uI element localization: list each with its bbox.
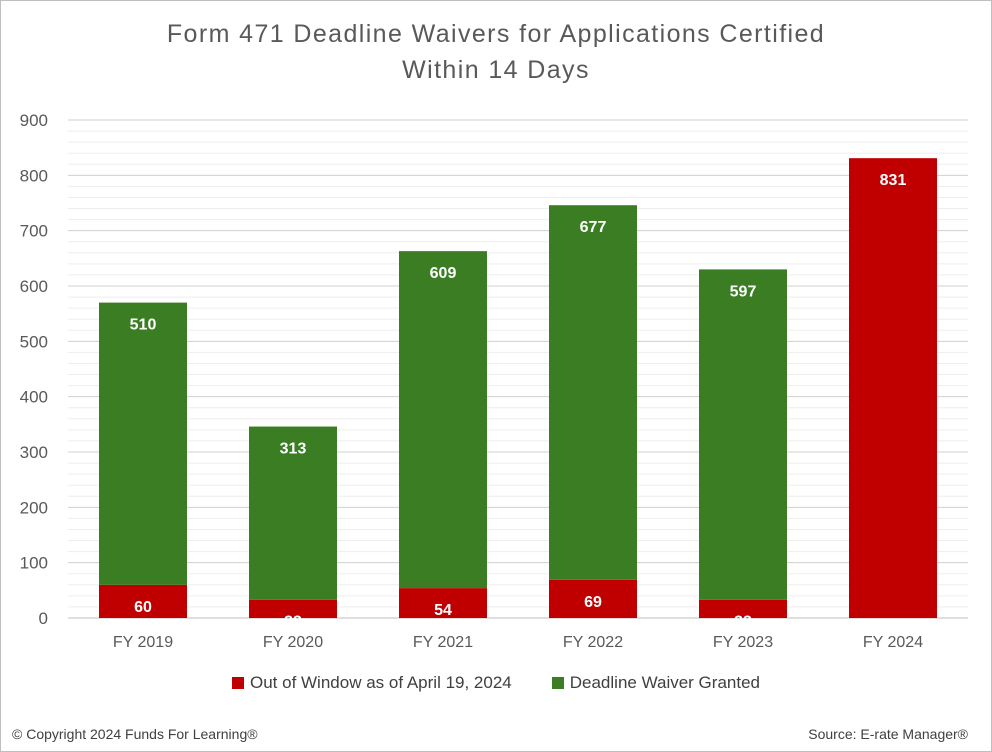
data-label-waiver-granted: 677 <box>580 219 607 236</box>
bar-out-of-window <box>549 579 637 618</box>
x-axis-ticks: FY 2019 FY 2020 FY 2021 FY 2022 FY 2023 FY 20… <box>113 634 923 651</box>
bar-out-of-window <box>399 588 487 618</box>
source-text: Source: E-rate Manager® <box>808 726 968 742</box>
data-label-waiver-granted: 313 <box>280 441 307 458</box>
data-label-waiver-granted: 609 <box>430 265 457 282</box>
x-tick-label: FY 2021 <box>413 634 473 651</box>
bar-out-of-window <box>99 584 187 618</box>
legend-label-out-of-window: Out of Window as of April 19, 2024 <box>249 673 512 692</box>
bar-waiver-granted <box>399 251 487 589</box>
bar-waiver-granted <box>249 426 337 600</box>
gridlines <box>68 119 968 619</box>
data-label-out-of-window: 60 <box>134 599 152 616</box>
x-tick-label: FY 2024 <box>863 634 923 651</box>
x-tick-label: FY 2022 <box>563 634 623 651</box>
y-tick-label: 700 <box>20 222 48 241</box>
x-tick-label: FY 2020 <box>263 634 323 651</box>
legend: Out of Window as of April 19, 2024 Deadl… <box>0 673 992 693</box>
bar-waiver-granted <box>99 302 187 585</box>
data-label-waiver-granted: 597 <box>730 283 757 300</box>
copyright-text: © Copyright 2024 Funds For Learning® <box>12 726 258 742</box>
data-label-out-of-window: 33 <box>734 614 752 631</box>
bar-out-of-window <box>249 599 337 618</box>
bar-waiver-granted <box>549 205 637 580</box>
chart-title-line-2: Within 14 Days <box>402 56 590 84</box>
data-label-out-of-window: 69 <box>584 594 602 611</box>
y-tick-label: 300 <box>20 443 48 462</box>
y-tick-label: 500 <box>20 332 48 351</box>
y-tick-label: 800 <box>20 166 48 185</box>
y-tick-label: 600 <box>20 277 48 296</box>
y-tick-label: 200 <box>20 498 48 517</box>
data-label-waiver-granted: 510 <box>130 317 157 334</box>
y-tick-label: 900 <box>20 111 48 130</box>
data-label-out-of-window: 831 <box>880 172 907 189</box>
legend-item-waiver-granted: Deadline Waiver Granted <box>551 673 760 693</box>
bars <box>99 158 937 618</box>
data-label-out-of-window: 33 <box>284 614 302 631</box>
legend-item-out-of-window: Out of Window as of April 19, 2024 <box>231 673 512 693</box>
bar-out-of-window <box>849 158 937 618</box>
legend-swatch-waiver-granted <box>551 677 564 689</box>
legend-swatch-out-of-window <box>231 677 244 689</box>
bar-waiver-granted <box>699 269 787 600</box>
data-labels: 60 510 33 313 54 609 69 677 33 597 831 <box>130 172 907 631</box>
legend-label-waiver-granted: Deadline Waiver Granted <box>569 673 760 692</box>
y-axis-ticks: 0 100 200 300 400 500 600 700 800 900 <box>20 111 48 628</box>
y-tick-label: 400 <box>20 388 48 407</box>
chart-title-line-1: Form 471 Deadline Waivers for Applicatio… <box>166 20 826 48</box>
data-label-out-of-window: 54 <box>434 602 452 619</box>
bar-out-of-window <box>699 599 787 618</box>
x-tick-label: FY 2019 <box>113 634 173 651</box>
chart-title: Form 471 Deadline Waivers for Applicatio… <box>0 16 992 88</box>
y-tick-label: 100 <box>20 554 48 573</box>
x-tick-label: FY 2023 <box>713 634 773 651</box>
y-tick-label: 0 <box>39 609 48 628</box>
